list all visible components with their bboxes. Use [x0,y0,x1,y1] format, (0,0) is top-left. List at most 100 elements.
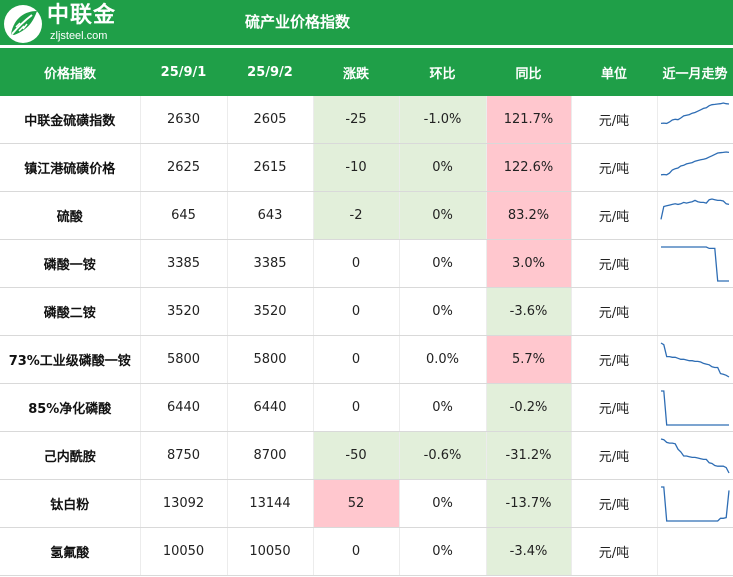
row-date2-value: 5800 [227,335,314,384]
row-date2-value: 2605 [227,96,314,144]
row-yoy-value: -13.7% [486,479,572,528]
row-unit: 元/吨 [571,479,658,528]
col-header-mom: 环比 [399,48,486,96]
row-mom-value: 0% [399,143,487,192]
row-unit: 元/吨 [571,287,658,336]
row-date1-value: 6440 [140,383,228,432]
row-date1-value: 5800 [140,335,228,384]
row-unit: 元/吨 [571,191,658,240]
table-row[interactable]: 中联金硫磺指数 2630 2605 -25 -1.0% 121.7% 元/吨 [0,96,733,144]
row-name: 磷酸一铵 [0,239,141,288]
row-name: 氢氟酸 [0,527,141,576]
logo-text: 中联金 [47,3,117,28]
table-row[interactable]: 磷酸二铵 3520 3520 0 0% -3.6% 元/吨 [0,287,733,336]
table-row[interactable]: 85%净化磷酸 6440 6440 0 0% -0.2% 元/吨 [0,383,733,432]
row-mom-value: 0% [399,239,487,288]
row-date1-value: 645 [140,191,228,240]
trend-line [660,341,730,378]
trend-line [660,150,730,175]
row-date2-value: 3520 [227,287,314,336]
table-row[interactable]: 氢氟酸 10050 10050 0 0% -3.4% 元/吨 [0,527,733,576]
row-name: 硫酸 [0,191,141,240]
trend-line [660,197,730,220]
row-mom-value: -1.0% [399,96,487,144]
row-date1-value: 2625 [140,143,228,192]
row-yoy-value: 122.6% [486,143,572,192]
row-change-value: 0 [313,527,400,576]
logo-url: zljsteel.com [50,30,108,42]
row-mom-value: 0% [399,191,487,240]
row-date1-value: 3385 [140,239,228,288]
row-change-value: -25 [313,96,400,144]
trend-chart [661,245,729,282]
col-header-change: 涨跌 [313,48,399,96]
row-change-value: -50 [313,431,400,480]
row-trend-sparkline [657,431,733,480]
row-yoy-value: 121.7% [486,96,572,144]
row-mom-value: 0% [399,383,487,432]
trend-line [661,485,730,522]
row-date2-value: 2615 [227,143,314,192]
col-header-yoy: 同比 [486,48,571,96]
row-trend-sparkline [657,479,733,528]
col-header-date1: 25/9/1 [140,48,227,96]
row-change-value: 52 [313,479,400,528]
row-unit: 元/吨 [571,143,658,192]
trend-chart [661,485,730,522]
row-date2-value: 10050 [227,527,314,576]
row-name: 钛白粉 [0,479,141,528]
row-date1-value: 2630 [140,96,228,144]
table-row[interactable]: 镇江港硫磺价格 2625 2615 -10 0% 122.6% 元/吨 [0,143,733,192]
trend-chart [660,197,730,220]
row-name: 镇江港硫磺价格 [0,143,141,192]
trend-line [661,245,729,282]
row-yoy-value: -3.6% [486,287,572,336]
row-yoy-value: 3.0% [486,239,572,288]
table-row[interactable]: 钛白粉 13092 13144 52 0% -13.7% 元/吨 [0,479,733,528]
row-date1-value: 10050 [140,527,228,576]
row-name: 85%净化磷酸 [0,383,141,432]
row-unit: 元/吨 [571,383,658,432]
row-change-value: -10 [313,143,400,192]
row-unit: 元/吨 [571,527,658,576]
table-row[interactable]: 己内酰胺 8750 8700 -50 -0.6% -31.2% 元/吨 [0,431,733,480]
table-row[interactable]: 73%工业级磷酸一铵 5800 5800 0 0.0% 5.7% 元/吨 [0,335,733,384]
row-mom-value: 0% [399,527,487,576]
table-row[interactable]: 磷酸一铵 3385 3385 0 0% 3.0% 元/吨 [0,239,733,288]
row-date1-value: 13092 [140,479,228,528]
row-mom-value: 0% [399,479,487,528]
row-date2-value: 13144 [227,479,314,528]
row-name: 中联金硫磺指数 [0,96,141,144]
row-yoy-value: -31.2% [486,431,572,480]
row-trend-sparkline [657,239,733,288]
table-header-row: 价格指数 25/9/1 25/9/2 涨跌 环比 同比 单位 近一月走势 [0,48,733,96]
row-name: 己内酰胺 [0,431,141,480]
row-trend-sparkline [657,96,733,144]
row-unit: 元/吨 [571,239,658,288]
col-header-index: 价格指数 [0,48,140,96]
row-mom-value: 0% [399,287,487,336]
row-trend-sparkline [657,143,733,192]
trend-line [660,101,730,124]
row-change-value: 0 [313,287,400,336]
col-header-unit: 单位 [571,48,657,96]
row-name: 磷酸二铵 [0,287,141,336]
col-header-date2: 25/9/2 [227,48,313,96]
page-title: 硫产业价格指数 [245,13,351,31]
header-banner: 中联金 zljsteel.com 硫产业价格指数 [0,0,733,45]
row-change-value: -2 [313,191,400,240]
row-yoy-value: 5.7% [486,335,572,384]
trend-chart [660,101,730,124]
col-header-trend: 近一月走势 [657,48,733,96]
trend-chart [659,291,731,333]
row-trend-sparkline [657,527,733,576]
row-mom-value: -0.6% [399,431,487,480]
row-date2-value: 8700 [227,431,314,480]
trend-chart [659,531,731,573]
row-trend-sparkline [657,383,733,432]
table-row[interactable]: 硫酸 645 643 -2 0% 83.2% 元/吨 [0,191,733,240]
row-date2-value: 6440 [227,383,314,432]
row-trend-sparkline [657,191,733,240]
company-logo[interactable]: 中联金 zljsteel.com [4,3,154,45]
